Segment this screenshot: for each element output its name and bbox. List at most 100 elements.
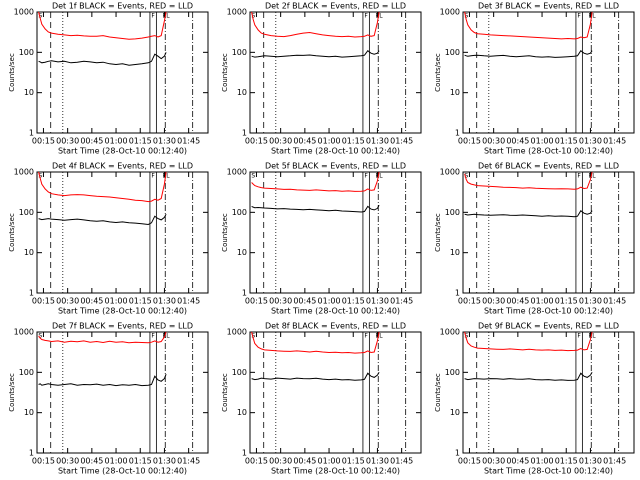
x-tick-label: 00:15 [32,457,55,466]
x-tick-label: 01:30 [153,457,176,466]
x-tick-label: 01:00 [105,137,128,146]
x-tick-label: 00:15 [458,457,481,466]
x-axis-label: Start Time (28-Oct-10 00:12:40) [484,467,613,476]
series-line [38,171,167,203]
y-tick-label: 10 [24,248,34,257]
annotation: S [464,13,468,20]
y-axis-label: Counts/sec [8,213,16,252]
y-axis-label: Counts/sec [8,373,16,412]
y-tick-label: 1 [455,129,460,138]
y-tick-label: 100 [232,208,247,217]
y-axis-label: Counts/sec [434,213,442,252]
series-line [251,204,380,213]
y-tick-label: 10 [450,408,460,417]
chart-title: Det 6f BLACK = Events, RED = LLD [478,162,619,171]
x-tick-label: 00:45 [506,457,529,466]
x-tick-label: 00:45 [80,297,103,306]
y-axis-label: Counts/sec [8,53,16,92]
x-tick-label: 00:15 [245,297,268,306]
chart-title: Det 4f BLACK = Events, RED = LLD [52,162,193,171]
x-tick-label: 01:00 [318,297,341,306]
x-tick-label: 01:30 [366,457,389,466]
annotation: F [151,13,155,20]
annotation: F [364,173,368,180]
x-tick-label: 01:45 [177,297,200,306]
x-axis-label: Start Time (28-Oct-10 00:12:40) [58,307,187,316]
annotation: EL [162,333,170,340]
x-axis-label: Start Time (28-Oct-10 00:12:40) [58,147,187,156]
annotation: S [251,13,255,20]
plot-frame [36,11,209,134]
x-tick-label: 01:15 [129,457,152,466]
chart-title: Det 9f BLACK = Events, RED = LLD [478,322,619,331]
x-tick-label: 00:45 [293,457,316,466]
x-tick-label: 00:45 [506,297,529,306]
series-line [38,374,167,387]
x-tick-label: 00:30 [482,297,505,306]
y-axis-label: Counts/sec [221,53,229,92]
annotation: S [38,173,42,180]
annotation: EL [588,13,596,20]
series-line [464,209,593,218]
y-axis-label: Counts/sec [434,373,442,412]
y-tick-label: 10 [237,408,247,417]
x-tick-label: 00:15 [32,137,55,146]
y-tick-label: 1000 [440,168,460,177]
series-line [251,11,380,38]
x-tick-label: 01:15 [555,137,578,146]
chart-title: Det 3f BLACK = Events, RED = LLD [478,2,619,11]
annotation: EL [162,173,170,180]
annotation: F [151,333,155,340]
y-tick-label: 1 [29,129,34,138]
x-tick-label: 01:30 [153,297,176,306]
series-line [38,213,167,226]
x-tick-label: 01:00 [105,457,128,466]
annotation: F [364,333,368,340]
x-tick-label: 01:30 [579,137,602,146]
plot-frame [36,331,209,454]
plot-frame [249,331,422,454]
y-tick-label: 10 [24,408,34,417]
annotation: F [364,13,368,20]
y-tick-label: 1 [242,449,247,458]
annotation: S [464,173,468,180]
x-tick-label: 01:45 [603,297,626,306]
y-tick-label: 100 [445,48,460,57]
y-tick-label: 100 [19,48,34,57]
x-tick-label: 01:30 [153,137,176,146]
chart-title: Det 1f BLACK = Events, RED = LLD [52,2,193,11]
annotation: S [464,333,468,340]
x-tick-label: 01:15 [555,297,578,306]
x-tick-label: 01:45 [603,137,626,146]
y-tick-label: 1 [455,289,460,298]
x-tick-label: 00:15 [32,297,55,306]
x-axis-label: Start Time (28-Oct-10 00:12:40) [271,467,400,476]
x-tick-label: 00:30 [269,137,292,146]
annotation: EL [375,13,383,20]
y-tick-label: 1000 [227,328,247,337]
y-tick-label: 1 [242,289,247,298]
y-tick-label: 10 [237,248,247,257]
annotation: EL [588,173,596,180]
series-line [464,331,593,352]
x-tick-label: 00:45 [293,137,316,146]
plot-frame [462,171,635,294]
x-tick-label: 00:30 [269,297,292,306]
annotation: EL [162,13,170,20]
y-tick-label: 100 [445,368,460,377]
series-line [464,49,593,58]
x-tick-label: 00:15 [458,297,481,306]
y-axis-label: Counts/sec [434,53,442,92]
x-tick-label: 01:00 [318,137,341,146]
y-tick-label: 10 [450,248,460,257]
x-axis-label: Start Time (28-Oct-10 00:12:40) [271,147,400,156]
x-tick-label: 01:30 [366,137,389,146]
series-line [464,171,593,190]
x-tick-label: 01:00 [318,457,341,466]
y-tick-label: 100 [19,368,34,377]
x-tick-label: 00:30 [56,137,79,146]
series-line [38,331,167,344]
plot-frame [36,171,209,294]
y-tick-label: 100 [232,48,247,57]
